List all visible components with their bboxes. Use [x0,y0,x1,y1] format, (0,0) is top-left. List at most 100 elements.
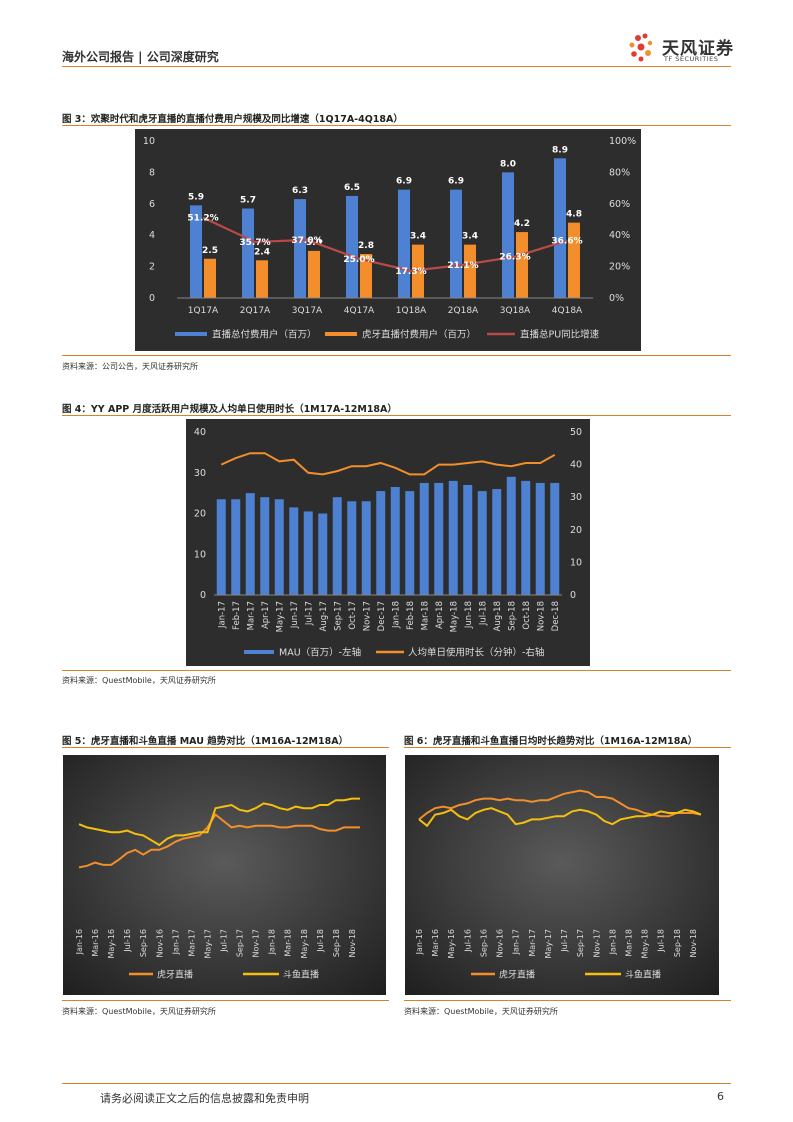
figure-5-chart: Jan-16 Mar-16 May-16 Jul-16 Sep-16 Nov-16 Jan-… [63,755,386,995]
x-tick-label: May-17 [544,929,553,958]
x-tick-label: 2Q17A [240,306,271,316]
chart-background [63,755,386,995]
bar-label-total: 5.9 [188,192,204,202]
x-tick-label: Feb-17 [232,601,242,630]
x-tick-label: Jul-18 [316,929,325,953]
figure-5-divider [62,747,389,748]
x-tick-label: May-17 [275,601,285,632]
bar-mau [303,511,313,595]
x-tick-label: Apr-17 [261,601,271,629]
bar-huya-payers [568,222,580,298]
x-tick-label: Nov-18 [689,929,698,957]
legend-label-douyu: 斗鱼直播 [625,969,661,981]
x-tick-label: Sep-17 [333,601,343,631]
y2-tick-label: 0 [570,590,576,601]
legend-label-mau: MAU（百万）-左轴 [279,647,361,659]
legend-label-huya: 虎牙直播 [499,969,535,981]
y2-tick-label: 20 [570,525,582,536]
line-label-growth: 26.3% [499,253,530,263]
bar-label-total: 5.7 [240,196,256,206]
x-tick-label: Sep-16 [139,929,148,957]
figure-3-chart: 02468100%20%40%60%80%100%5.92.51Q17A5.72… [135,129,641,351]
legend-label-growth: 直播总PU同比增速 [520,329,600,341]
x-tick-label: May-17 [203,929,212,958]
x-tick-label: Jun-17 [290,601,300,629]
x-tick-label: 3Q17A [292,306,323,316]
y2-tick-label: 50 [570,427,582,438]
x-tick-label: Nov-18 [348,929,357,957]
x-tick-label: May-18 [641,929,650,958]
x-tick-label: Jul-18 [657,929,666,953]
report-header-title: 海外公司报告 | 公司深度研究 [62,50,219,64]
legend-label-usage: 人均单日使用时长（分钟）-右轴 [408,647,544,659]
figure-6-divider [404,747,731,748]
bar-mau [419,482,429,595]
figure-3-bottom-divider [62,355,731,356]
bar-total-payers [242,208,254,298]
x-tick-label: Mar-18 [624,929,633,957]
bar-mau [245,493,255,595]
x-tick-label: Jul-17 [304,601,314,626]
bar-mau [448,480,458,595]
bar-mau [535,482,545,595]
legend-label-huya: 虎牙直播 [157,969,193,981]
logo-text-cn: 天风证券 [662,39,734,59]
y-tick-label: 40 [194,427,206,438]
y2-tick-label: 40% [609,230,630,241]
y-tick-label: 30 [194,468,206,479]
bar-mau [434,482,444,595]
figure-4-title: 图 4：YY APP 月度活跃用户规模及人均单日使用时长（1M17A-12M18… [62,404,397,415]
line-label-growth: 51.2% [187,214,218,224]
header-divider [62,66,731,67]
bar-mau [332,497,342,595]
bar-mau [550,482,560,595]
bar-label-total: 8.0 [500,159,516,169]
bar-label-huya: 4.8 [566,210,582,220]
line-daily-usage [220,452,556,476]
figure-4-chart: 0 10 20 30 40 0 10 20 30 40 50 Jan-17 Feb-17 Mar-17 Ap… [186,419,590,666]
figure-6-title: 图 6：虎牙直播和斗鱼直播日均时长趋势对比（1M16A-12M18A） [404,736,698,747]
bar-label-huya: 3.4 [462,232,478,242]
logo-text-en: TF SECURITIES [664,55,719,63]
x-tick-label: Jan-17 [512,929,521,955]
figure-5-bottom-divider [62,1000,389,1001]
legend-label-douyu: 斗鱼直播 [283,969,319,981]
legend-label-huya: 虎牙直播付费用户（百万） [362,329,476,341]
y2-tick-label: 40 [570,460,582,471]
line-label-growth: 21.1% [447,261,478,271]
x-tick-label: Mar-18 [420,601,430,630]
line-label-growth: 25.0% [343,255,374,265]
bar-label-huya: 2.4 [254,247,270,257]
line-label-growth: 37.0% [291,236,322,246]
company-logo: 天风证券 TF SECURITIES [624,30,734,66]
bar-mau [390,487,400,595]
line-growth-rate [202,216,568,272]
x-tick-label: Apr-18 [435,601,445,629]
x-tick-label: Mar-17 [246,601,256,630]
line-douyu [78,797,360,847]
bar-mau [216,499,226,595]
x-tick-label: Jan-17 [217,601,227,629]
bar-huya-payers [360,254,372,298]
x-tick-label: Sep-17 [576,929,585,957]
bar-huya-payers [256,260,268,298]
x-tick-label: 1Q17A [188,306,219,316]
line-label-growth: 35.7% [239,238,270,248]
x-tick-label: Mar-17 [528,929,537,957]
line-label-growth: 36.6% [551,237,582,247]
y-tick-label: 4 [149,230,155,241]
x-tick-label: Sep-18 [507,601,517,631]
y-tick-label: 2 [149,262,155,273]
figure-4-source: 资料来源：QuestMobile，天风证券研究所 [62,676,216,685]
y-tick-label: 6 [149,199,155,210]
figure-6-bottom-divider [404,1000,731,1001]
bar-label-huya: 2.5 [202,246,218,256]
x-tick-label: Mar-16 [91,929,100,957]
footer-divider [62,1083,731,1084]
figure-5-title: 图 5：虎牙直播和斗鱼直播 MAU 趋势对比（1M16A-12M18A） [62,736,349,747]
x-tick-label: Feb-18 [406,601,416,630]
bar-mau [463,484,473,595]
x-tick-label: Jul-16 [463,929,472,953]
x-tick-label: Jul-17 [220,929,229,953]
y2-tick-label: 100% [609,136,636,147]
